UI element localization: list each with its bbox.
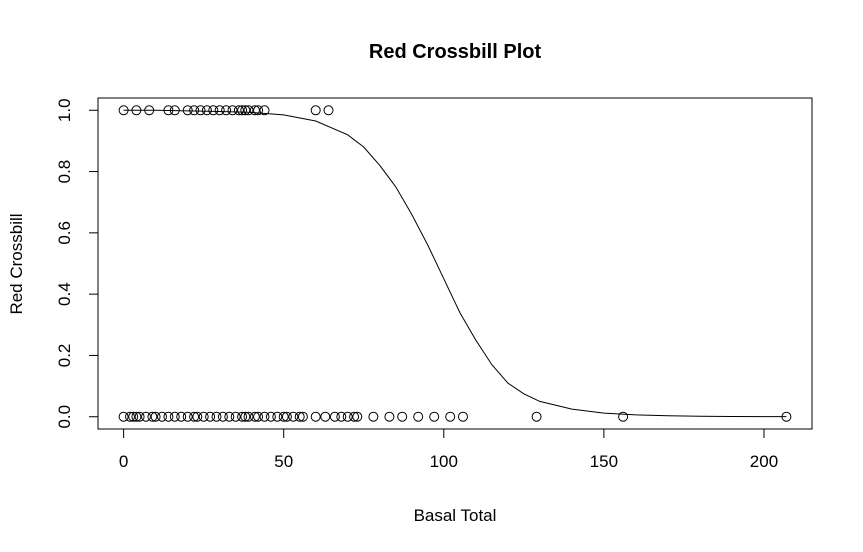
data-point xyxy=(458,411,468,422)
chart-title: Red Crossbill Plot xyxy=(369,41,542,63)
data-point xyxy=(150,411,161,422)
data-point xyxy=(342,411,353,422)
data-point xyxy=(217,411,228,422)
data-point xyxy=(336,411,347,422)
data-point xyxy=(208,105,219,116)
data-point xyxy=(265,411,276,422)
data-point xyxy=(128,411,139,422)
y-tick-label: 0.6 xyxy=(55,221,74,245)
y-tick-label: 0.0 xyxy=(55,405,74,429)
data-point xyxy=(211,411,222,422)
data-point xyxy=(224,411,235,422)
data-point xyxy=(781,411,792,422)
x-axis-label: Basal Total xyxy=(414,506,497,525)
data-point xyxy=(131,105,142,116)
data-point xyxy=(198,411,209,422)
data-point xyxy=(201,105,212,116)
data-point xyxy=(249,411,260,422)
data-points-layer xyxy=(118,105,792,422)
data-point xyxy=(429,411,440,422)
y-tick-label: 0.4 xyxy=(55,282,74,306)
y-axis: 0.0 0.2 0.4 0.6 0.8 1.0 xyxy=(55,98,99,429)
data-point xyxy=(157,411,167,422)
data-point xyxy=(323,105,334,116)
data-point xyxy=(329,411,340,422)
data-point xyxy=(118,411,129,422)
y-tick-label: 0.8 xyxy=(55,160,74,184)
y-tick-label: 0.2 xyxy=(55,344,74,368)
data-point xyxy=(259,105,270,116)
data-point xyxy=(141,411,151,422)
data-point xyxy=(243,105,254,116)
data-point xyxy=(310,105,321,116)
y-tick-label: 1.0 xyxy=(55,98,74,122)
data-point xyxy=(272,411,283,422)
data-point xyxy=(259,411,270,422)
data-point xyxy=(205,411,216,422)
data-point xyxy=(397,411,408,422)
data-point xyxy=(320,411,331,422)
data-point xyxy=(214,105,225,116)
data-point xyxy=(182,411,193,422)
data-point xyxy=(176,411,187,422)
data-point xyxy=(384,411,395,422)
data-point xyxy=(182,105,193,116)
data-point xyxy=(144,105,155,116)
fitted-curve xyxy=(123,109,787,418)
x-tick-label: 100 xyxy=(430,452,458,471)
data-point xyxy=(288,411,299,422)
data-point xyxy=(118,105,129,116)
data-point xyxy=(281,411,292,422)
data-point xyxy=(169,105,180,116)
x-tick-label: 150 xyxy=(590,452,618,471)
x-tick-label: 50 xyxy=(274,452,293,471)
data-point xyxy=(195,105,206,116)
data-point xyxy=(368,411,379,422)
data-point xyxy=(169,411,180,422)
data-point xyxy=(253,411,264,422)
data-point xyxy=(230,411,241,422)
x-axis: 0 50 100 150 200 xyxy=(119,428,778,471)
data-point xyxy=(349,411,360,422)
data-point xyxy=(352,411,363,422)
data-point xyxy=(163,105,174,116)
data-point xyxy=(294,411,305,422)
data-point xyxy=(253,105,264,116)
data-point xyxy=(189,411,200,422)
data-point xyxy=(618,411,629,422)
y-axis-label: Red Crossbill xyxy=(7,213,26,314)
x-tick-label: 0 xyxy=(119,452,128,471)
data-point xyxy=(233,105,244,116)
data-point xyxy=(240,105,251,116)
x-tick-label: 200 xyxy=(750,452,778,471)
data-point xyxy=(125,411,135,422)
data-point xyxy=(189,105,200,116)
data-point xyxy=(163,411,174,422)
plot-frame xyxy=(97,97,813,430)
data-point xyxy=(237,105,248,116)
fitted-curve-layer xyxy=(123,109,787,418)
data-point xyxy=(240,411,251,422)
data-point xyxy=(134,411,145,422)
data-point xyxy=(297,411,308,422)
data-point xyxy=(147,411,158,422)
data-point xyxy=(413,411,424,422)
data-point xyxy=(445,411,456,422)
data-point xyxy=(310,411,321,422)
data-point xyxy=(249,105,260,116)
data-point xyxy=(221,105,232,116)
data-point xyxy=(227,105,238,116)
data-point xyxy=(243,411,254,422)
data-point xyxy=(278,411,289,422)
data-point xyxy=(131,411,142,422)
data-point xyxy=(531,411,542,422)
data-point xyxy=(237,411,248,422)
data-point xyxy=(192,411,203,422)
